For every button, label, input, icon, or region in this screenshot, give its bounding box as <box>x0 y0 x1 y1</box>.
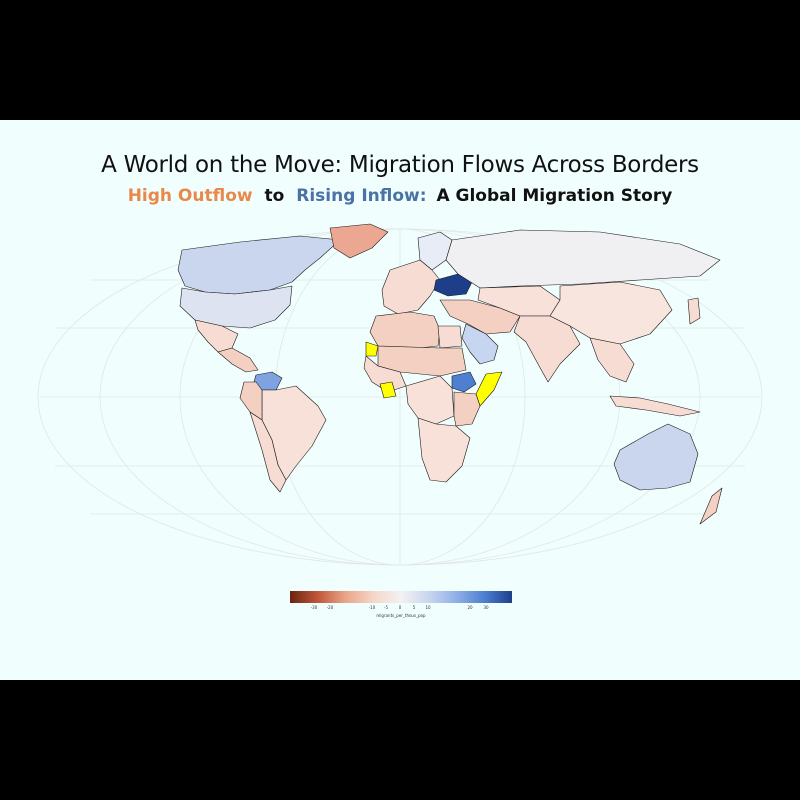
legend-ticks: -30 -20 -10 -5 0 5 10 20 30 <box>290 603 512 613</box>
region-central-america <box>217 347 259 373</box>
region-greenland <box>329 223 389 259</box>
legend-colorbar <box>290 591 512 603</box>
region-western-sahara <box>365 341 379 357</box>
region-southeast-asia <box>589 337 635 383</box>
region-russia <box>445 229 721 289</box>
region-middle-east <box>439 299 521 335</box>
region-south-sudan <box>451 371 477 393</box>
region-india <box>513 315 581 383</box>
region-indonesia <box>609 395 701 417</box>
subtitle-inflow: Rising Inflow: <box>296 186 427 206</box>
region-new-zealand <box>699 487 723 525</box>
region-central-africa <box>405 375 455 425</box>
legend-tick: -20 <box>326 605 334 610</box>
color-legend: -30 -20 -10 -5 0 5 10 20 30 migrants_per… <box>290 591 512 618</box>
region-europe <box>381 259 441 315</box>
world-map <box>37 223 763 566</box>
subtitle-connector: to <box>264 186 285 206</box>
region-west-africa <box>363 355 407 393</box>
subtitle-rest: A Global Migration Story <box>436 186 673 206</box>
map-figure: A World on the Move: Migration Flows Acr… <box>0 120 800 680</box>
legend-tick: 30 <box>483 605 489 610</box>
region-guinea <box>379 381 397 399</box>
region-north-africa <box>369 311 441 351</box>
legend-tick: -5 <box>384 605 388 610</box>
region-australia <box>613 423 699 491</box>
region-east-africa <box>453 391 481 427</box>
region-canada <box>177 235 341 295</box>
region-united-states <box>179 285 293 329</box>
subtitle-outflow: High Outflow <box>127 186 253 206</box>
legend-tick: 0 <box>398 605 402 610</box>
figure-title: A World on the Move: Migration Flows Acr… <box>101 152 699 178</box>
region-somalia <box>475 371 503 407</box>
legend-tick: 20 <box>467 605 473 610</box>
legend-title: migrants_per_thous_pop <box>376 613 426 618</box>
region-japan <box>687 297 701 325</box>
figure-subtitle: High Outflow to Rising Inflow: A Global … <box>0 186 800 206</box>
region-egypt <box>437 325 463 349</box>
region-southern-africa <box>417 417 471 483</box>
legend-tick: 5 <box>412 605 416 610</box>
region-saudi-arabia <box>461 323 499 365</box>
region-chile <box>249 411 287 493</box>
legend-tick: 10 <box>425 605 431 610</box>
legend-tick: -10 <box>368 605 376 610</box>
legend-tick: -30 <box>310 605 318 610</box>
